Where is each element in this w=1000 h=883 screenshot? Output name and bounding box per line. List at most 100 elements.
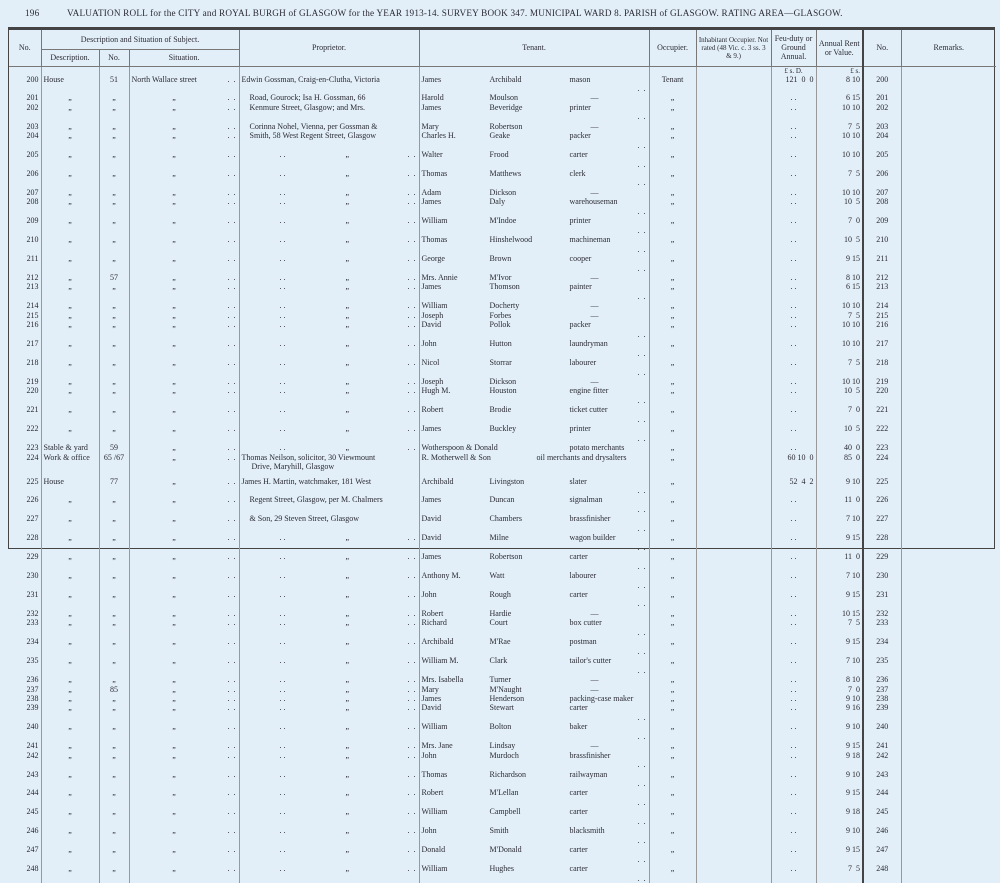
header-annual-rent: Annual Rent or Value.: [816, 30, 865, 67]
inhabitant-occupier: [696, 452, 772, 472]
table-row: 203 „ „ „. . Corinna Nohel, Vienna, per Goss…: [9, 121, 996, 132]
tenant-cell: Mary Robertson —: [418, 121, 650, 132]
situation-cell: „ . .: [129, 358, 240, 377]
tenant-surname: Frood: [489, 150, 509, 160]
situation-cell: „ . .: [129, 339, 240, 359]
leader-dots: . .: [637, 599, 647, 609]
proprietor: Thomas Neilson, solicitor, 30 Viewmount: [241, 452, 376, 462]
inhabitant-occupier: [696, 424, 772, 444]
tenant-cell: William M. Clark tailor's cutter . .: [418, 656, 650, 676]
description: „: [41, 864, 100, 883]
annual-rent: 9 18: [816, 807, 865, 827]
feu-duty: 121 0 0: [771, 74, 817, 94]
row-number: 242: [9, 750, 42, 770]
tenant-first-name: Joseph: [421, 310, 444, 320]
situation: North Wallace street: [131, 74, 197, 84]
remarks: [901, 169, 996, 188]
tenant-occupation: painter: [569, 282, 592, 292]
annual-rent: 10 10: [816, 102, 865, 122]
feu-duty-empty: . .: [771, 273, 817, 283]
row-number-right: 222: [863, 424, 902, 444]
inhabitant-occupier: [696, 552, 772, 572]
row-number: 200: [9, 74, 42, 94]
situation-cell: „ . .: [129, 282, 240, 302]
table-row: 204 „ „ „. . Smith, 58 West Regent Street, G…: [9, 131, 996, 151]
remarks: [901, 675, 996, 684]
occupier: „: [649, 637, 697, 657]
leader-dots: . .: [407, 693, 417, 703]
tenant-surname: Milne: [489, 533, 509, 543]
tenant-occupation: packer: [569, 131, 591, 141]
proprietor-cell: . . „. .: [239, 320, 420, 340]
proprietor: „: [345, 235, 350, 245]
proprietor: „: [345, 443, 350, 453]
situation: „: [172, 405, 176, 415]
tenant-cell: John Rough carter . .: [418, 589, 650, 609]
inhabitant-occupier: [696, 339, 772, 359]
situation: „: [172, 121, 176, 131]
tenant-name: Wotherspoon & Donald: [421, 443, 498, 453]
page-number: 196: [25, 8, 40, 18]
row-number-right: 230: [863, 571, 902, 590]
tenant-occupation: packing-case maker: [569, 693, 634, 703]
description: „: [41, 495, 100, 515]
leader-dots: . .: [227, 235, 237, 245]
occupier: „: [649, 571, 697, 590]
remarks: [901, 741, 996, 750]
feu-duty-empty: . .: [771, 608, 817, 619]
annual-rent: 9 10: [816, 826, 865, 846]
situation: „: [172, 282, 176, 292]
tenant-cell: Harold Moulson —: [418, 93, 650, 103]
feu-duty-empty: . .: [771, 703, 817, 723]
proprietor: „: [345, 282, 350, 292]
tenant-first-name: Archibald: [421, 476, 454, 486]
street-number: „: [99, 675, 130, 685]
tenant-first-name: John: [421, 339, 437, 349]
tenant-first-name: William M.: [421, 656, 459, 666]
table-row: 235 „ „ „. .. . „. . William M. Clark tailor's …: [9, 656, 996, 676]
description: „: [41, 571, 100, 590]
leader-dots: . .: [227, 788, 237, 798]
row-number-right: 242: [863, 750, 902, 770]
annual-rent: 10 5: [816, 197, 865, 217]
inhabitant-occupier: [696, 514, 772, 534]
tenant-occupation: brassfinisher: [569, 750, 611, 760]
tenant-first-name: David: [421, 514, 442, 524]
table-row: 229 „ „ „. .. . „. . James Robertson carter. . „…: [9, 552, 996, 572]
tenant-surname: Hinshelwood: [489, 235, 533, 245]
situation-cell: „ . .: [129, 405, 240, 425]
leader-dots: . .: [227, 216, 237, 226]
inhabitant-occupier: [696, 864, 772, 883]
leader-dots: . .: [407, 377, 417, 386]
leader-dots: . .: [227, 807, 237, 817]
leader-dots: . .: [227, 741, 237, 751]
situation-cell: „ . .: [129, 169, 240, 188]
tenant-surname: Bolton: [489, 722, 512, 732]
leader-dots: . .: [637, 178, 647, 188]
inhabitant-occupier: [696, 618, 772, 638]
row-number-right: 217: [863, 339, 902, 359]
tenant-cell: James Henderson packing-case maker: [418, 693, 650, 704]
tenant-surname: M'Ivor: [489, 273, 512, 283]
tenant-occupation: railwayman: [569, 769, 608, 779]
tenant-occupation: —: [590, 684, 599, 694]
row-number: 201: [9, 93, 42, 103]
leader-dots: . .: [407, 150, 417, 160]
proprietor-cell: . . „. .: [239, 273, 420, 283]
tenant-first-name: Joseph: [421, 377, 444, 386]
proprietor-cell: . . „. .: [239, 282, 420, 302]
leader-dots: . .: [637, 225, 647, 235]
feu-duty-empty: . .: [771, 150, 817, 170]
description: „: [41, 722, 100, 742]
proprietor-cell: . . „. .: [239, 533, 420, 553]
occupier: „: [649, 187, 697, 198]
table-row: 209 „ „ „. .. . „. . William M'Indoe printer. .…: [9, 216, 996, 236]
leader-dots: . .: [227, 150, 237, 160]
proprietor-cell: . . „. .: [239, 187, 420, 198]
tenant-occupation: baker: [569, 722, 588, 732]
row-number-right: 216: [863, 320, 902, 340]
leader-dots: . .: [637, 779, 647, 789]
situation-cell: „ . .: [129, 807, 240, 827]
annual-rent: 7 10: [816, 514, 865, 534]
street-number: 51: [99, 74, 130, 94]
